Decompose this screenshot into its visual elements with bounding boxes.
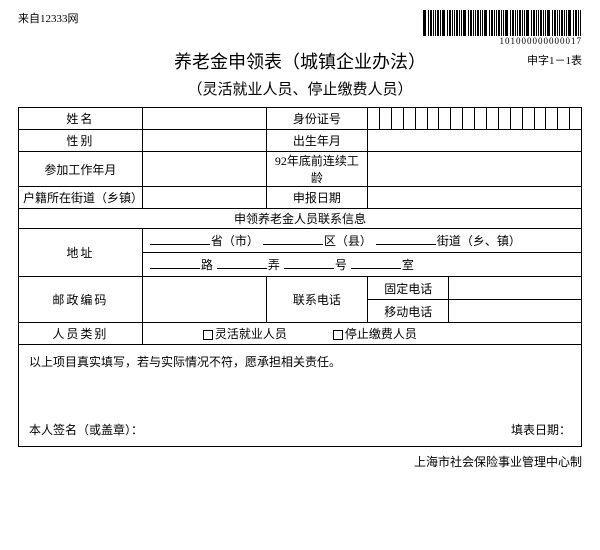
form-title: 养老金申领表（城镇企业办法） — [174, 52, 426, 72]
form-subtitle: （灵活就业人员、停止缴费人员） — [18, 78, 582, 99]
label-address: 地址 — [19, 229, 143, 277]
label-pre92: 92年底前连续工龄 — [266, 152, 367, 187]
signature-label: 本人签名（或盖章）： — [29, 421, 143, 438]
label-hukou: 户籍所在街道（乡镇） — [19, 187, 143, 209]
field-name[interactable] — [142, 108, 266, 130]
field-tel-fixed[interactable] — [449, 277, 581, 299]
field-ptype[interactable]: 灵活就业人员 停止缴费人员 — [142, 323, 581, 345]
barcode: 101000000000017 — [423, 10, 582, 46]
field-gender[interactable] — [142, 130, 266, 152]
field-postcode[interactable] — [142, 277, 266, 323]
main-form-table: 姓名 身份证号 性别 出生年月 参加工作年月 92年底前连续工龄 户籍所在街道（… — [18, 107, 582, 345]
address-line1[interactable]: 省（市） 区（县） 街道（乡、镇） — [142, 229, 581, 253]
declaration-text: 以上项目真实填写，若与实际情况不符，愿承担相关责任。 — [29, 353, 571, 370]
fill-date-label: 填表日期： — [511, 421, 571, 438]
field-applydate[interactable] — [368, 187, 582, 209]
checkbox-stopped[interactable] — [333, 330, 343, 340]
field-pre92[interactable] — [368, 152, 582, 187]
field-birth[interactable] — [368, 130, 582, 152]
form-code: 申字1－1表 — [527, 52, 582, 68]
label-postcode: 邮政编码 — [19, 277, 143, 323]
field-hukou[interactable] — [142, 187, 266, 209]
field-workstart[interactable] — [142, 152, 266, 187]
field-idno[interactable] — [368, 108, 582, 130]
label-birth: 出生年月 — [266, 130, 367, 152]
label-ptype: 人员类别 — [19, 323, 143, 345]
tel-sub2: 移动电话 — [368, 300, 582, 323]
declaration-box: 以上项目真实填写，若与实际情况不符，愿承担相关责任。 本人签名（或盖章）： 填表… — [18, 345, 582, 447]
contact-header: 申领养老金人员联系信息 — [19, 209, 582, 229]
address-line2[interactable]: 路 弄 号 室 — [142, 253, 581, 277]
field-tel-mobile[interactable] — [449, 300, 581, 322]
source-label: 来自12333网 — [18, 10, 79, 26]
tel-sub: 固定电话 — [368, 277, 582, 300]
label-idno: 身份证号 — [266, 108, 367, 130]
label-workstart: 参加工作年月 — [19, 152, 143, 187]
label-applydate: 申报日期 — [266, 187, 367, 209]
label-name: 姓名 — [19, 108, 143, 130]
barcode-number: 101000000000017 — [423, 36, 582, 46]
label-gender: 性别 — [19, 130, 143, 152]
footer-issuer: 上海市社会保险事业管理中心制 — [18, 453, 582, 470]
label-tel: 联系电话 — [266, 277, 367, 323]
checkbox-flexible[interactable] — [203, 330, 213, 340]
